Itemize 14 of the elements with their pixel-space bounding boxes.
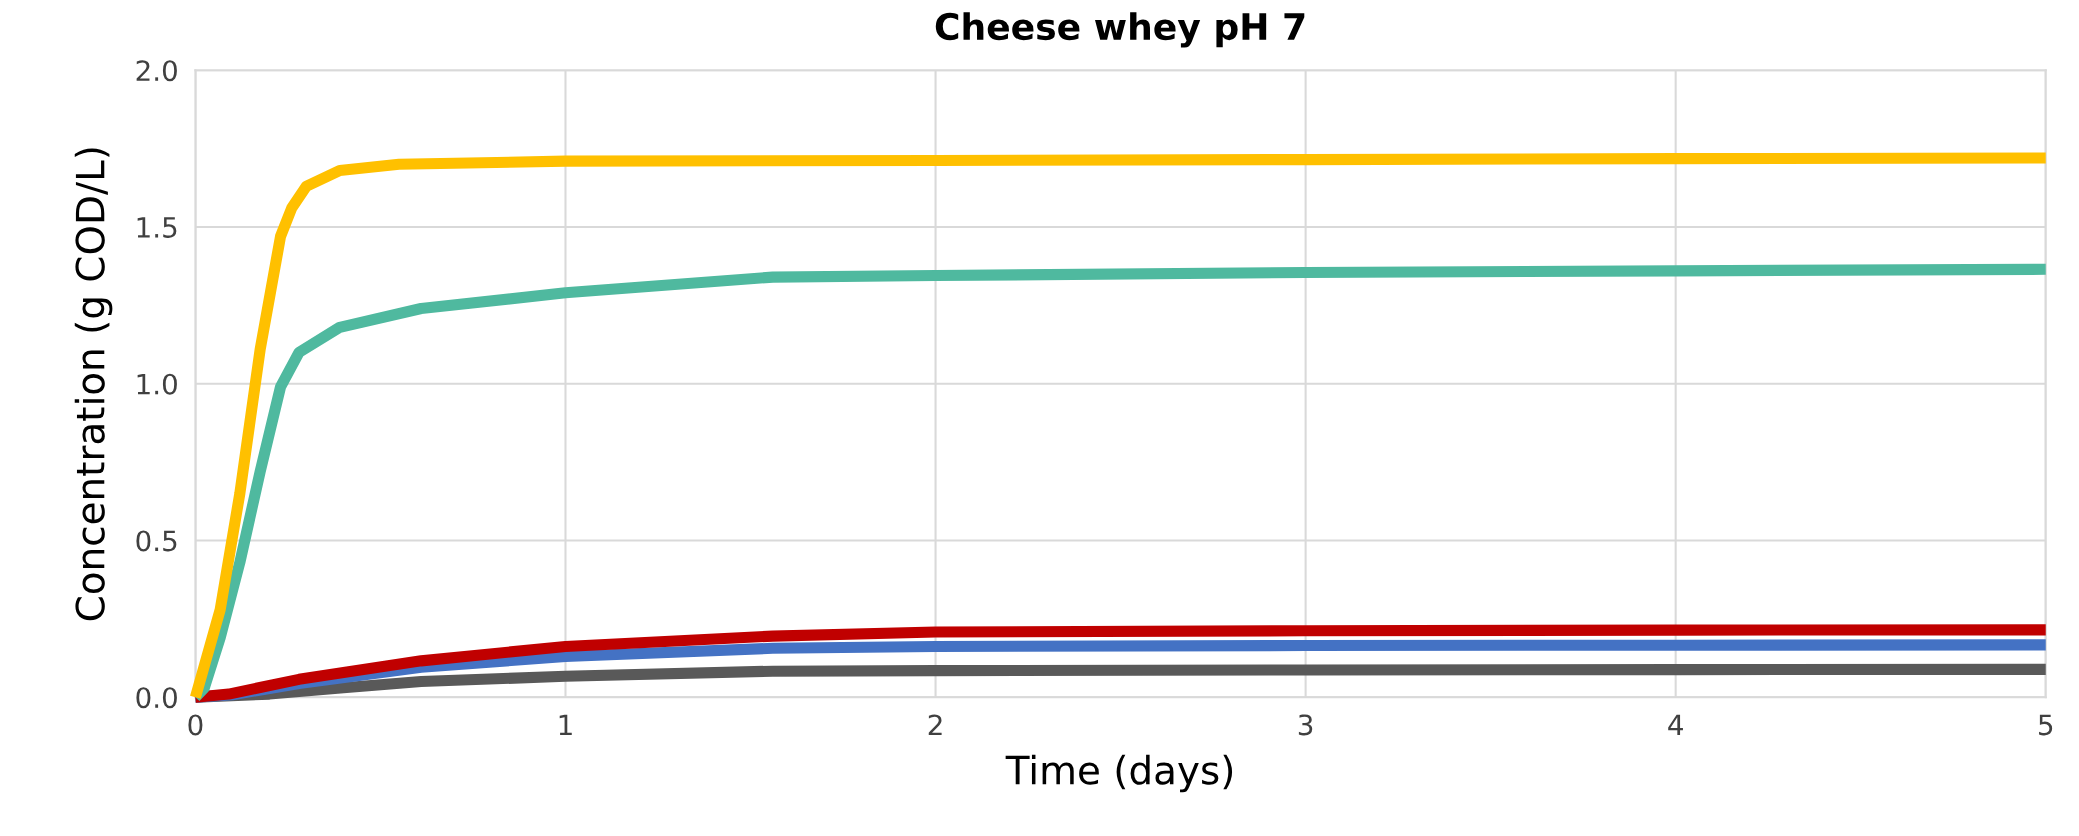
x-tick-label: 2 [928, 714, 942, 735]
x-tick-label: 5 [2039, 714, 2053, 736]
y-axis-title: Concentration (g COD/L) [74, 148, 113, 621]
y-tick-label: 0.0 [136, 687, 177, 709]
x-tick-label: 3 [1298, 714, 1313, 736]
y-tick-label: 0.5 [136, 530, 177, 552]
x-axis-title: Time (days) [1005, 754, 1233, 793]
y-tick-label: 1.0 [137, 373, 177, 395]
x-tick-label: 4 [1668, 714, 1683, 735]
y-tick-label: 1.5 [137, 217, 177, 238]
x-tick-label: 0 [188, 714, 203, 736]
y-tick-label: 2.0 [136, 60, 177, 82]
x-tick-label: 1 [559, 714, 572, 735]
chart-title: Cheese whey pH 7 [935, 12, 1305, 48]
